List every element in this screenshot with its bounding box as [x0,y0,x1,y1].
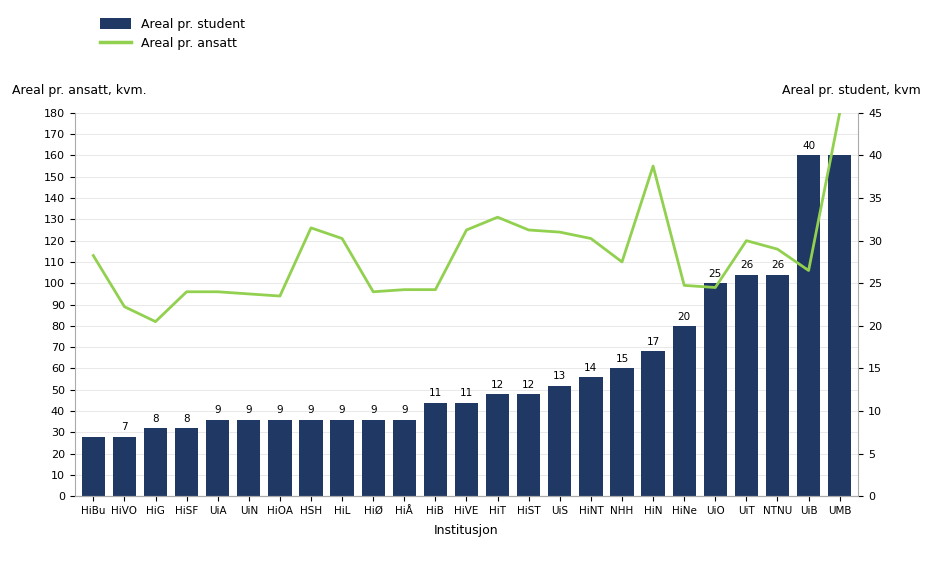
Bar [82,437,104,496]
Bar [393,420,416,496]
Bar [330,420,354,496]
Bar [486,394,509,496]
Bar [237,420,260,496]
Text: 12: 12 [522,380,536,390]
Text: 17: 17 [647,337,660,347]
Bar [766,275,789,496]
Text: 9: 9 [215,406,221,415]
Text: 40: 40 [802,141,815,151]
Text: 8: 8 [183,414,190,424]
Text: 14: 14 [584,363,597,373]
Bar [206,420,230,496]
Bar [828,156,851,496]
X-axis label: Institusjon: Institusjon [434,525,499,537]
Text: 9: 9 [308,406,314,415]
Text: 9: 9 [276,406,284,415]
Bar [579,377,603,496]
Text: 8: 8 [152,414,159,424]
Bar [548,386,571,496]
Text: 26: 26 [740,261,753,271]
Bar [174,428,198,496]
Bar [703,283,727,496]
Text: 15: 15 [616,354,629,364]
Text: 7: 7 [121,422,128,433]
Text: 9: 9 [339,406,345,415]
Bar [641,351,664,496]
Text: 12: 12 [491,380,504,390]
Legend: Areal pr. student, Areal pr. ansatt: Areal pr. student, Areal pr. ansatt [100,17,244,50]
Text: 9: 9 [401,406,408,415]
Text: 11: 11 [429,388,442,398]
Text: 9: 9 [245,406,252,415]
Text: Areal pr. ansatt, kvm.: Areal pr. ansatt, kvm. [12,85,146,98]
Bar [673,326,696,496]
Text: 11: 11 [460,388,473,398]
Bar [299,420,323,496]
Text: 25: 25 [709,269,722,279]
Bar [517,394,540,496]
Bar [113,437,136,496]
Text: 13: 13 [553,371,566,381]
Bar [454,403,478,496]
Text: 20: 20 [677,311,690,321]
Bar [144,428,167,496]
Text: Areal pr. student, kvm: Areal pr. student, kvm [782,85,921,98]
Bar [610,368,634,496]
Text: 9: 9 [369,406,377,415]
Bar [734,275,758,496]
Bar [361,420,384,496]
Bar [268,420,291,496]
Text: 26: 26 [771,261,784,271]
Bar [797,156,820,496]
Bar [424,403,447,496]
